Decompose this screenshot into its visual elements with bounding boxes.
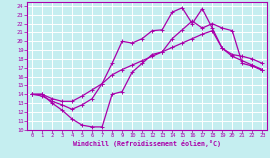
X-axis label: Windchill (Refroidissement éolien,°C): Windchill (Refroidissement éolien,°C) xyxy=(73,140,221,147)
